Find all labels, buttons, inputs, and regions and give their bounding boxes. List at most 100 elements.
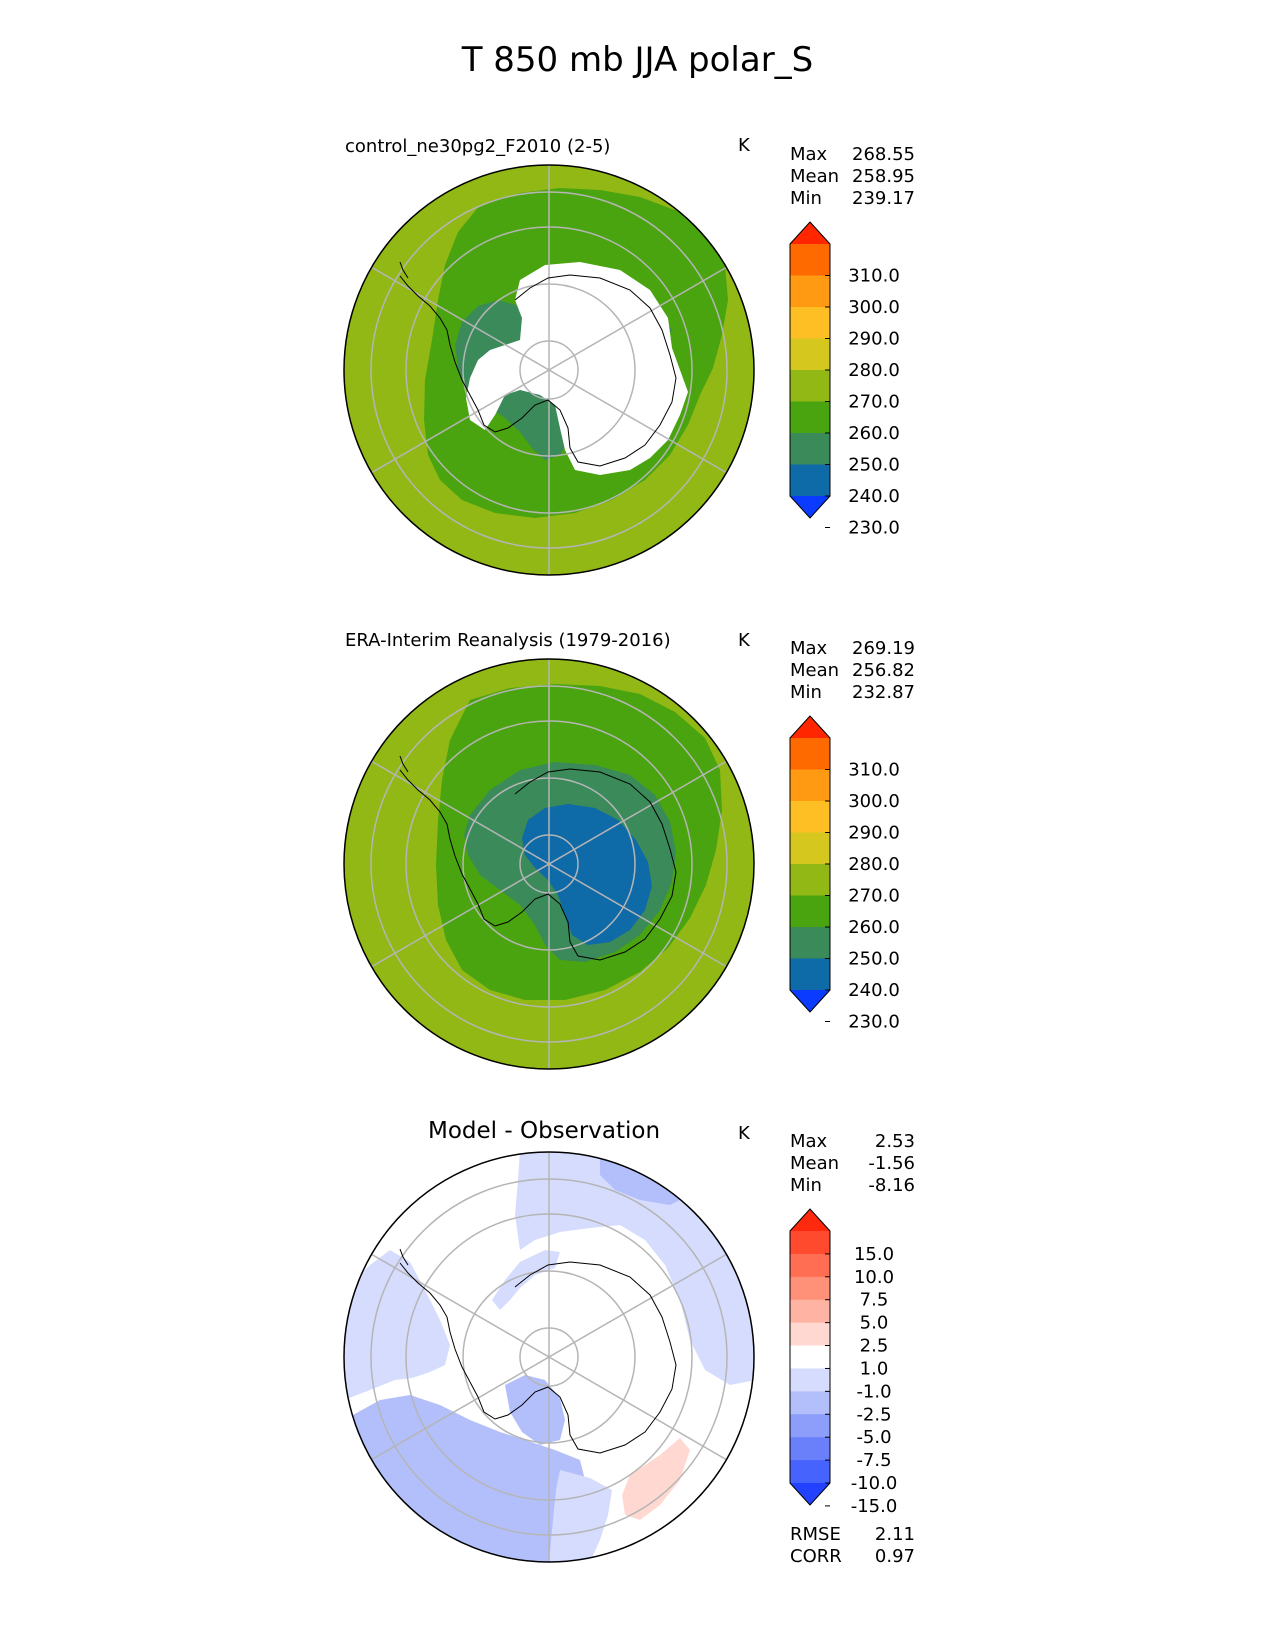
colorbar-tick-label: 5.0	[860, 1313, 889, 1334]
colorbar-segment	[790, 1368, 830, 1392]
panel2-stats: Max 269.19 Mean 256.82 Min 232.87	[790, 638, 915, 704]
colorbar-tick-label: 7.5	[860, 1290, 889, 1311]
colorbar-tick-label: 260.0	[848, 917, 900, 938]
colorbar-segment	[790, 433, 830, 465]
colorbar-segment	[790, 464, 830, 497]
panel3-error-stats: RMSE 2.11 CORR 0.97	[790, 1524, 915, 1568]
map2-band-230-240-b	[614, 838, 628, 865]
colorbar-1: 310.0 300.0 290.0 280.0 270.0 260.0 250.0 240.0…	[789, 221, 900, 539]
map3-band-plus1-plus2_5	[622, 1438, 690, 1520]
colorbar-tick-label: 250.0	[848, 949, 900, 970]
colorbar-tick-label: -2.5	[856, 1404, 891, 1425]
map3-boundary	[343, 1151, 755, 1563]
colorbar-segment	[790, 275, 830, 308]
colorbar-tick-label: 310.0	[848, 760, 900, 781]
map2-graticule	[370, 659, 728, 1069]
colorbar-segment	[790, 338, 830, 371]
panel3-stats: Max 2.53 Mean -1.56 Min -8.16	[790, 1131, 915, 1197]
colorbar-segment	[790, 895, 830, 928]
panel2-stat-max: Max 269.19	[790, 638, 915, 659]
colorbar-tick-label: 240.0	[848, 980, 900, 1001]
panel1-units: K	[738, 135, 750, 156]
colorbar-segment	[790, 738, 830, 770]
colorbar-tick-label: 270.0	[848, 392, 900, 413]
colorbar-tick-label: 240.0	[848, 486, 900, 507]
colorbar-segment	[790, 1414, 830, 1438]
colorbar-tick-label: 290.0	[848, 329, 900, 350]
map3-coastline	[399, 1248, 677, 1454]
panel3-stat-max: Max 2.53	[790, 1131, 915, 1152]
colorbar-segment	[790, 1460, 830, 1484]
panel2-units: K	[738, 630, 750, 651]
colorbar-segment	[790, 307, 830, 339]
panel3-units: K	[738, 1123, 750, 1144]
colorbar-segment	[790, 370, 830, 402]
colorbar-tick-label: 260.0	[848, 423, 900, 444]
colorbar-tick-label: 300.0	[848, 297, 900, 318]
colorbar-segment	[790, 401, 830, 434]
panel3-stat-mean: Mean -1.56	[790, 1153, 915, 1174]
colorbar-2: 310.0 300.0 290.0 280.0 270.0 260.0 250.0 240.0…	[789, 715, 900, 1033]
panel3-stat-min: Min -8.16	[790, 1175, 915, 1196]
panel3-rmse: RMSE 2.11	[790, 1524, 915, 1545]
panel1-stat-min: Min 239.17	[790, 188, 915, 209]
colorbar-extend-bottom	[790, 496, 830, 518]
panel1-title: control_ne30pg2_F2010 (2-5)	[345, 136, 611, 157]
map3-band-minus2_5-minus5-peninsula	[505, 1375, 565, 1445]
colorbar-segment	[790, 1345, 830, 1369]
colorbar-extend-top	[790, 1209, 830, 1231]
colorbar-segment	[790, 927, 830, 959]
colorbar-segment	[790, 1276, 830, 1301]
colorbar-extend-bottom	[790, 1483, 830, 1505]
colorbar-segment	[790, 1231, 830, 1255]
colorbar-tick-label: -1.0	[856, 1381, 891, 1402]
colorbar-tick-label: 10.0	[854, 1267, 894, 1288]
map3-band-minus1-minus2_5-coast	[492, 1250, 560, 1310]
map2-coastline	[399, 755, 677, 961]
map1-missing-antarctica	[466, 262, 688, 475]
colorbar-segment	[790, 1253, 830, 1278]
colorbar-3: 15.010.07.55.02.51.0-1.0-2.5-5.0-7.5-10.…	[789, 1208, 898, 1517]
colorbar-tick-label: 15.0	[854, 1244, 894, 1265]
map3-band-minus1-minus2_5-south	[549, 1470, 612, 1562]
colorbar-extend-top	[790, 222, 830, 244]
colorbar-segment	[790, 1299, 830, 1324]
colorbar-tick-label: 290.0	[848, 823, 900, 844]
page-title: T 850 mb JJA polar_S	[461, 40, 814, 80]
panel1-stat-max: Max 268.55	[790, 144, 915, 165]
colorbar-segment	[790, 1322, 830, 1347]
colorbar-tick-label: 270.0	[848, 886, 900, 907]
colorbar-segment	[790, 1437, 830, 1461]
colorbar-segment	[790, 801, 830, 833]
panel1-stats: Max 268.55 Mean 258.95 Min 239.17	[790, 144, 915, 210]
colorbar-tick-label: 2.5	[860, 1336, 889, 1357]
map2-boundary	[343, 658, 755, 1070]
colorbar-tick-label: 280.0	[848, 854, 900, 875]
colorbar-tick-label: 280.0	[848, 360, 900, 381]
colorbar-tick-label: 300.0	[848, 791, 900, 812]
map2-band-230-240	[522, 804, 652, 945]
colorbars: 310.0 300.0 290.0 280.0 270.0 260.0 250.0 240.0…	[789, 221, 900, 1517]
map3-band-minus2_5-minus5-south	[344, 1395, 585, 1562]
panel3-corr: CORR 0.97	[790, 1546, 915, 1567]
map1-graticule	[370, 165, 728, 575]
colorbar-tick-label: -7.5	[856, 1450, 891, 1471]
colorbar-tick-label: -5.0	[856, 1427, 891, 1448]
map1-coastline	[399, 261, 677, 467]
colorbar-segment	[790, 958, 830, 991]
panel1-stat-mean: Mean 258.95	[790, 166, 915, 187]
colorbar-tick-label: 1.0	[860, 1358, 889, 1379]
map1-boundary	[343, 164, 755, 576]
colorbar-tick-label: 310.0	[848, 266, 900, 287]
panel2-stat-mean: Mean 256.82	[790, 660, 915, 681]
colorbar-tick-label: -10.0	[851, 1473, 898, 1494]
panel2-title: ERA-Interim Reanalysis (1979-2016)	[345, 630, 671, 651]
colorbar-segment	[790, 832, 830, 865]
colorbar-segment	[790, 864, 830, 896]
colorbar-segment	[790, 244, 830, 276]
colorbar-extend-bottom	[790, 990, 830, 1012]
colorbar-tick-label: 250.0	[848, 455, 900, 476]
colorbar-tick-label: -15.0	[851, 1496, 898, 1517]
colorbar-segment	[790, 1391, 830, 1415]
